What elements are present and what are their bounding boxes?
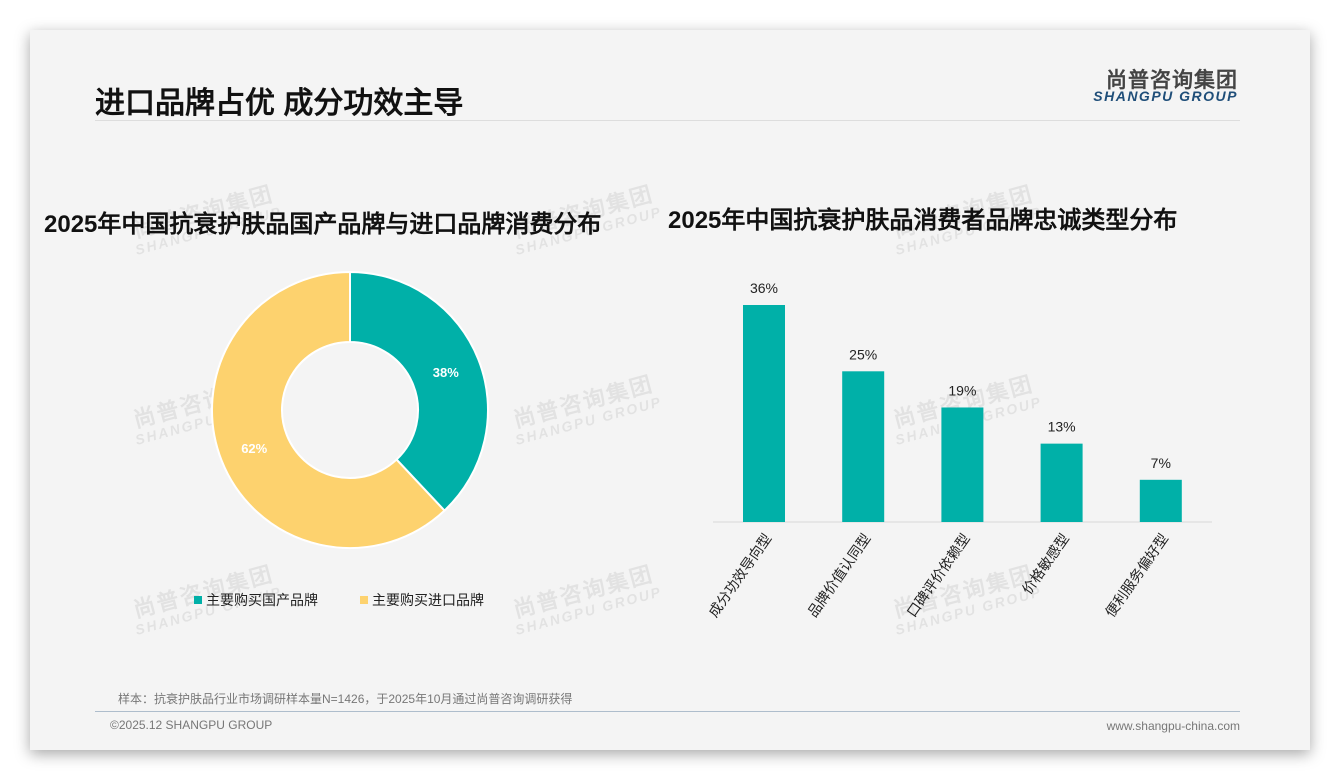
slide: 尚普咨询集团 SHANGPU GROUP 尚普咨询集团 SHANGPU GROUP … (30, 30, 1310, 750)
donut-data-label: 38% (433, 365, 459, 380)
copyright: ©2025.12 SHANGPU GROUP (110, 718, 273, 732)
x-tick-label: 成分功效导向型 (705, 531, 774, 620)
x-tick-label: 价格敏感型 (1019, 531, 1072, 598)
bar (1040, 443, 1083, 522)
legend-swatch (194, 596, 202, 604)
divider (95, 120, 1240, 121)
x-tick-label: 品牌价值认同型 (804, 531, 873, 620)
bar (1139, 479, 1182, 522)
bar-data-label: 36% (750, 280, 778, 296)
bar-data-label: 19% (948, 382, 976, 398)
donut-slice (349, 270, 489, 513)
legend-item-domestic: 主要购买国产品牌 (194, 590, 318, 610)
bar-data-label: 25% (849, 346, 877, 362)
legend-label: 主要购买国产品牌 (206, 592, 318, 608)
logo-en: SHANGPU GROUP (1093, 88, 1238, 104)
legend-swatch (360, 596, 368, 604)
bar-data-label: 7% (1151, 455, 1171, 471)
footer-divider (95, 711, 1240, 712)
bar (842, 371, 885, 522)
donut-slice (211, 270, 446, 549)
bar (743, 305, 785, 522)
bar (941, 407, 984, 522)
legend-item-imported: 主要购买进口品牌 (360, 590, 484, 610)
sample-note: 样本：抗衰护肤品行业市场调研样本量N=1426，于2025年10月通过尚普咨询调… (118, 692, 573, 706)
page-title: 进口品牌占优 成分功效主导 (95, 87, 464, 120)
x-tick-label: 便利服务偏好型 (1102, 531, 1171, 620)
donut-data-label: 62% (241, 441, 267, 456)
bar-data-label: 13% (1048, 419, 1076, 435)
charts-canvas: 38% 62% 36% 成分功效导向型 25% 品牌价值认同型 19% 口碑评价依赖型 13% 价… (211, 270, 1212, 620)
legend-label: 主要购买进口品牌 (372, 592, 484, 608)
website-link: www.shangpu-china.com (1106, 719, 1240, 733)
logo-cn: 尚普咨询集团 (1106, 69, 1238, 92)
x-tick-label: 口碑评价依赖型 (904, 531, 973, 620)
donut-chart-title: 2025年中国抗衰护肤品国产品牌与进口品牌消费分布 (44, 211, 602, 238)
bar-chart-title: 2025年中国抗衰护肤品消费者品牌忠诚类型分布 (668, 207, 1178, 234)
